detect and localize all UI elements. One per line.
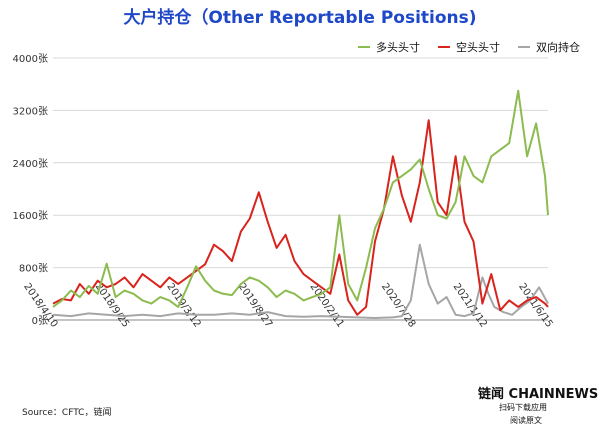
legend-swatch-spread: [518, 46, 530, 48]
chart-legend: 多头头寸 空头头寸 双向持仓: [358, 39, 580, 55]
legend-label-short: 空头头寸: [456, 41, 500, 54]
legend-item-short: 空头头寸: [438, 39, 500, 55]
series-line-0: [52, 89, 549, 308]
y-tick-label: 800张: [19, 263, 48, 275]
y-tick-label: 1600张: [13, 210, 48, 222]
brand-logo: 链闻 CHAINNEWS: [478, 387, 599, 402]
legend-swatch-short: [438, 46, 450, 48]
chart-title: 大户持仓（Other Reportable Positions): [123, 8, 477, 28]
x-tick-label: 2020/2/11: [307, 281, 345, 329]
y-tick-label: 4000张: [13, 53, 48, 65]
brand-read-text: 阅读原文: [510, 416, 542, 425]
series-line-1: [52, 119, 549, 316]
source-note: Source：CFTC，链闻: [22, 408, 112, 418]
y-tick-label: 3200张: [13, 105, 48, 117]
x-tick-label: 2021/1/12: [451, 281, 489, 329]
x-tick-label: 2020/7/28: [379, 281, 417, 329]
y-tick-label: 0张: [32, 315, 48, 327]
legend-label-spread: 双向持仓: [536, 41, 580, 54]
legend-label-long: 多头头寸: [376, 41, 420, 54]
x-tick-label: 2019/3/12: [164, 281, 202, 329]
y-tick-label: 2400张: [13, 158, 48, 170]
legend-swatch-long: [358, 46, 370, 48]
legend-item-spread: 双向持仓: [518, 39, 580, 55]
legend-item-long: 多头头寸: [358, 39, 420, 55]
brand-download-text: 扫码下载应用: [499, 403, 547, 412]
series-line-2: [52, 243, 549, 319]
